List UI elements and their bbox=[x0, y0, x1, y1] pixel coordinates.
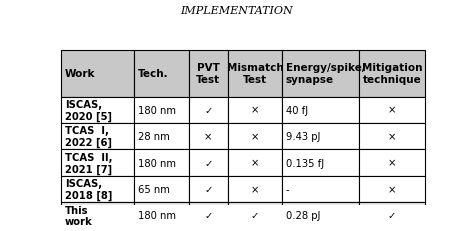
Bar bbox=[228, 51, 283, 97]
Text: ×: × bbox=[388, 184, 396, 194]
Bar bbox=[61, 51, 134, 97]
Bar bbox=[283, 97, 359, 123]
Bar bbox=[61, 176, 134, 202]
Text: 9.43 pJ: 9.43 pJ bbox=[286, 132, 320, 142]
Text: This
work: This work bbox=[65, 205, 92, 226]
Text: ×: × bbox=[388, 132, 396, 142]
Bar bbox=[228, 97, 283, 123]
Text: ✓: ✓ bbox=[204, 211, 212, 221]
Text: 180 nm: 180 nm bbox=[138, 158, 176, 168]
Text: IMPLEMENTATION: IMPLEMENTATION bbox=[181, 6, 293, 16]
Text: 0.135 fJ: 0.135 fJ bbox=[286, 158, 324, 168]
Text: ×: × bbox=[251, 132, 259, 142]
Text: Work: Work bbox=[65, 69, 95, 79]
Bar bbox=[134, 123, 189, 150]
Text: ISCAS,
2020 [5]: ISCAS, 2020 [5] bbox=[65, 99, 112, 121]
Bar bbox=[359, 150, 425, 176]
Bar bbox=[61, 97, 134, 123]
Bar bbox=[189, 202, 228, 229]
Text: TCAS  II,
2021 [7]: TCAS II, 2021 [7] bbox=[65, 152, 112, 174]
Text: ✓: ✓ bbox=[204, 184, 212, 194]
Text: 180 nm: 180 nm bbox=[138, 211, 176, 221]
Text: PVT
Test: PVT Test bbox=[196, 63, 220, 85]
Bar bbox=[189, 97, 228, 123]
Bar bbox=[228, 150, 283, 176]
Text: 0.28 pJ: 0.28 pJ bbox=[286, 211, 320, 221]
Bar bbox=[61, 150, 134, 176]
Text: -: - bbox=[286, 184, 290, 194]
Bar bbox=[283, 150, 359, 176]
Text: ✓: ✓ bbox=[251, 211, 259, 221]
Text: ×: × bbox=[388, 158, 396, 168]
Text: ✓: ✓ bbox=[204, 158, 212, 168]
Bar bbox=[134, 202, 189, 229]
Bar bbox=[283, 123, 359, 150]
Bar bbox=[134, 51, 189, 97]
Text: 65 nm: 65 nm bbox=[138, 184, 170, 194]
Bar bbox=[189, 51, 228, 97]
Bar bbox=[283, 202, 359, 229]
Bar bbox=[228, 123, 283, 150]
Bar bbox=[189, 123, 228, 150]
Bar bbox=[228, 202, 283, 229]
Text: ×: × bbox=[251, 184, 259, 194]
Text: 180 nm: 180 nm bbox=[138, 105, 176, 115]
Bar bbox=[61, 202, 134, 229]
Text: ✓: ✓ bbox=[204, 105, 212, 115]
Text: ×: × bbox=[251, 105, 259, 115]
Bar bbox=[359, 176, 425, 202]
Bar bbox=[134, 97, 189, 123]
Text: Tech.: Tech. bbox=[138, 69, 168, 79]
Bar bbox=[189, 150, 228, 176]
Bar bbox=[359, 97, 425, 123]
Text: 40 fJ: 40 fJ bbox=[286, 105, 308, 115]
Bar bbox=[359, 123, 425, 150]
Text: Mismatch
Test: Mismatch Test bbox=[227, 63, 283, 85]
Text: Mitigation
technique: Mitigation technique bbox=[362, 63, 422, 85]
Bar bbox=[228, 176, 283, 202]
Bar bbox=[61, 123, 134, 150]
Text: ×: × bbox=[251, 158, 259, 168]
Text: ✓: ✓ bbox=[388, 211, 396, 221]
Bar bbox=[359, 51, 425, 97]
Bar bbox=[134, 176, 189, 202]
Text: ×: × bbox=[388, 105, 396, 115]
Bar bbox=[189, 176, 228, 202]
Text: ×: × bbox=[204, 132, 212, 142]
Bar bbox=[359, 202, 425, 229]
Bar bbox=[283, 176, 359, 202]
Text: 28 nm: 28 nm bbox=[138, 132, 170, 142]
Bar bbox=[283, 51, 359, 97]
Bar bbox=[134, 150, 189, 176]
Text: TCAS  I,
2022 [6]: TCAS I, 2022 [6] bbox=[65, 126, 112, 147]
Text: Energy/spike/
synapse: Energy/spike/ synapse bbox=[286, 63, 365, 85]
Text: ISCAS,
2018 [8]: ISCAS, 2018 [8] bbox=[65, 178, 112, 200]
